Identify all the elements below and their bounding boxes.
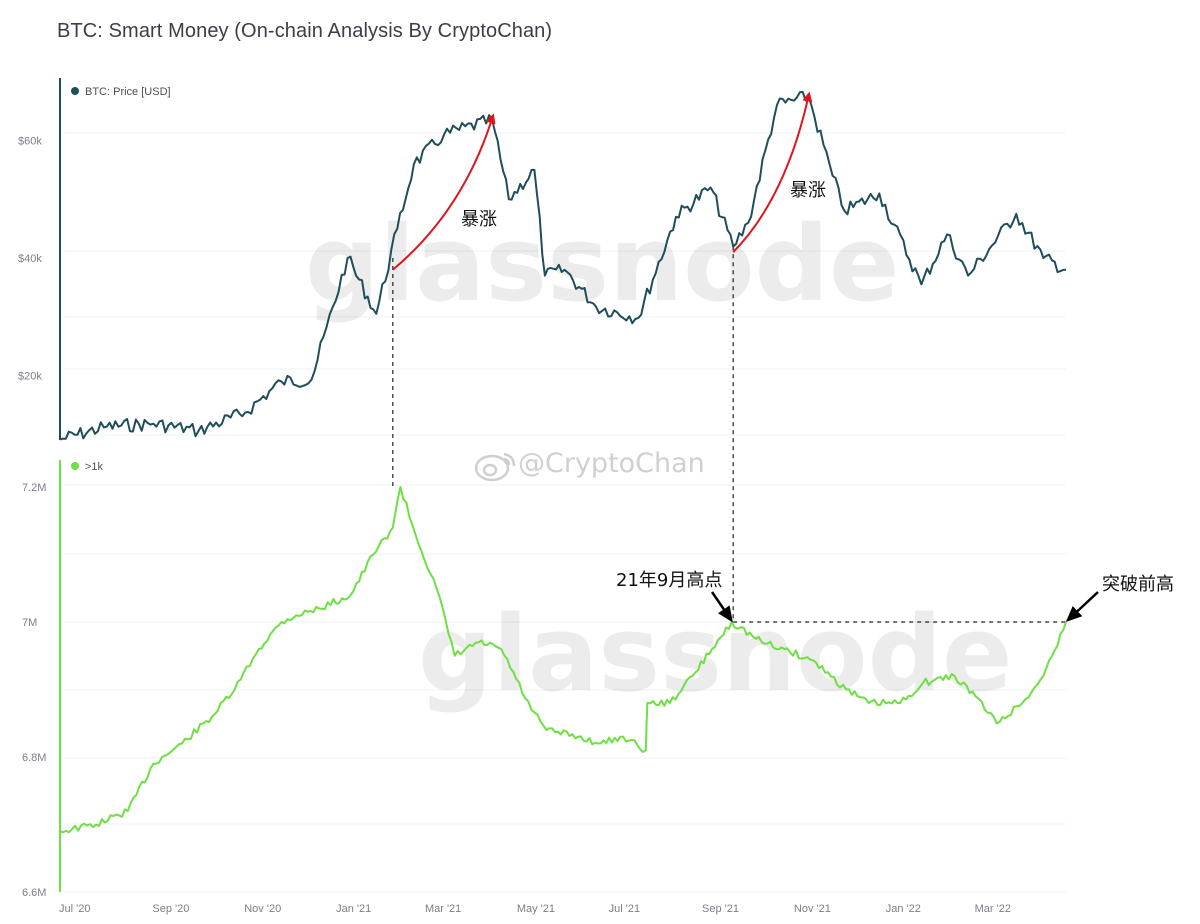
holders-y-tick-label: 7M (22, 617, 37, 629)
legend-price-label: BTC: Price [USD] (85, 86, 171, 98)
annotation-surge-2: 暴涨 (790, 180, 826, 201)
price-y-tick-label: $40k (18, 253, 42, 265)
legend: BTC: Price [USD] >1k (71, 86, 171, 473)
x-tick-label: Sep '20 (152, 903, 189, 915)
breakout-arrow (1065, 591, 1099, 623)
price-y-tick-label: $20k (18, 371, 42, 383)
surge-arrow-2 (732, 91, 813, 253)
annotation-sep-high: 21年9月高点 (616, 570, 722, 591)
watermark-bottom: glassnode (418, 593, 1013, 715)
x-tick-label: Sep '21 (702, 903, 739, 915)
surge-arrow-1 (392, 113, 496, 271)
watermark-top: glassnode (305, 203, 900, 325)
x-tick-label: Mar '21 (425, 903, 461, 915)
x-tick-label: Mar '22 (975, 903, 1011, 915)
legend-holders-label: >1k (85, 461, 104, 473)
x-tick-label: Jan '22 (886, 903, 921, 915)
weibo-handle-text: @CryptoChan (518, 448, 705, 479)
holders-y-tick-label: 6.8M (22, 752, 46, 764)
x-tick-label: Nov '20 (244, 903, 281, 915)
price-series-line (59, 90, 1067, 441)
watermarks: glassnode glassnode (305, 203, 1013, 715)
holders-y-tick-label: 6.6M (22, 887, 46, 899)
grid-lines (64, 132, 1066, 893)
annotations: 暴涨 暴涨 21年9月高点 突破前高 (392, 91, 1174, 623)
weibo-icon (474, 452, 516, 482)
price-y-tick-label: $60k (18, 136, 42, 148)
x-tick-label: May '21 (517, 903, 555, 915)
holders-series-line (59, 486, 1067, 834)
x-tick-label: Jul '21 (609, 903, 640, 915)
sep-high-arrow (710, 591, 733, 623)
series-lines (59, 90, 1067, 834)
x-tick-label: Jul '20 (59, 903, 90, 915)
tick-labels: $20k $40k $60k 6.6M 6.8M 7M 7.2M Jul '20 Sep '20… (18, 136, 1011, 916)
x-tick-label: Jan '21 (336, 903, 371, 915)
holders-y-tick-label: 7.2M (22, 482, 46, 494)
annotation-breakout: 突破前高 (1102, 574, 1174, 595)
x-tick-label: Nov '21 (794, 903, 831, 915)
annotation-surge-1: 暴涨 (461, 209, 497, 230)
legend-price-swatch (71, 87, 79, 95)
chart-title: BTC: Smart Money (On-chain Analysis By C… (57, 20, 553, 42)
legend-holders-swatch (71, 462, 79, 470)
weibo-handle: @CryptoChan (474, 448, 705, 482)
